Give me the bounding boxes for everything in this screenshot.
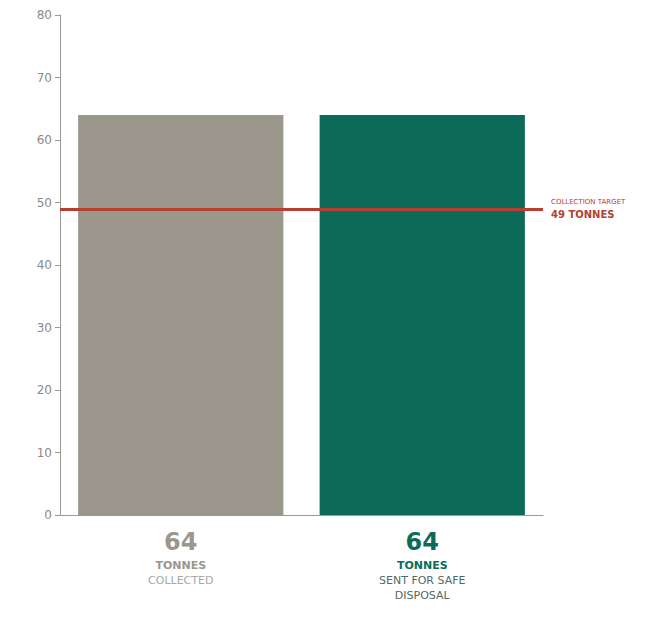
svg-text:COLLECTION TARGET: COLLECTION TARGET xyxy=(551,198,626,206)
svg-text:40: 40 xyxy=(37,258,52,272)
svg-text:60: 60 xyxy=(37,133,52,147)
svg-text:64: 64 xyxy=(406,528,439,556)
svg-text:DISPOSAL: DISPOSAL xyxy=(395,589,451,602)
svg-text:49 TONNES: 49 TONNES xyxy=(551,209,615,220)
svg-text:TONNES: TONNES xyxy=(155,559,206,572)
svg-text:COLLECTED: COLLECTED xyxy=(148,574,213,587)
svg-text:SENT FOR SAFE: SENT FOR SAFE xyxy=(379,574,466,587)
svg-text:0: 0 xyxy=(44,508,52,522)
svg-text:10: 10 xyxy=(37,446,52,460)
svg-text:64: 64 xyxy=(164,528,197,556)
svg-text:30: 30 xyxy=(37,321,52,335)
svg-text:50: 50 xyxy=(37,196,52,210)
svg-text:70: 70 xyxy=(37,71,52,85)
svg-text:TONNES: TONNES xyxy=(397,559,448,572)
svg-text:80: 80 xyxy=(37,8,52,22)
svg-text:20: 20 xyxy=(37,383,52,397)
